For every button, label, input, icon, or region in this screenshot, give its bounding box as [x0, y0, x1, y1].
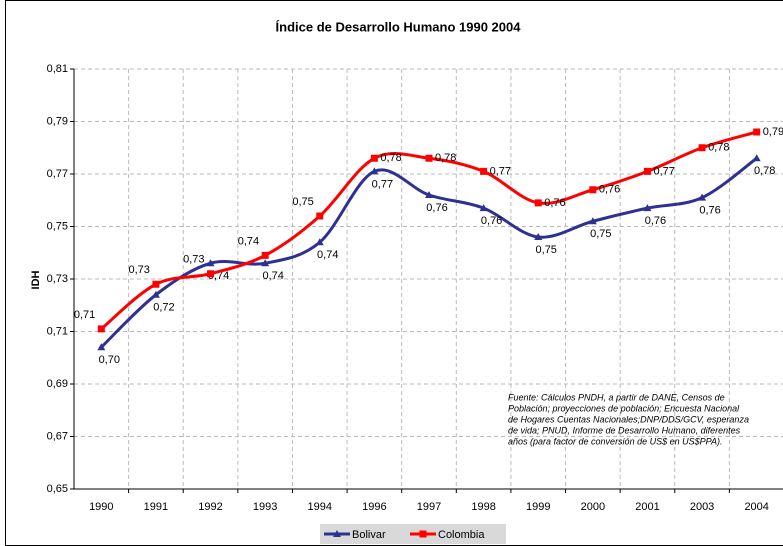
y-tick-label: 0,67: [47, 430, 68, 442]
marker: [589, 186, 597, 194]
x-tick-label: 2003: [690, 501, 714, 513]
marker: [588, 217, 597, 225]
marker: [479, 204, 488, 212]
data-label: 0,76: [645, 215, 666, 227]
marker: [698, 193, 707, 201]
data-label: 0,70: [99, 354, 120, 366]
x-tick-label: 2001: [635, 501, 659, 513]
chart-border: [5, 0, 783, 546]
marker: [643, 204, 652, 212]
y-tick-label: 0,81: [47, 63, 68, 75]
data-label: 0,73: [183, 254, 204, 266]
x-tick-label: 1996: [362, 501, 386, 513]
x-tick-label: 2000: [581, 501, 605, 513]
legend-marker: [333, 530, 341, 537]
x-tick-label: 1992: [198, 501, 222, 513]
data-label: 0,71: [74, 309, 95, 321]
marker: [534, 233, 543, 240]
x-tick-label: 1994: [308, 501, 332, 513]
marker: [152, 280, 160, 288]
y-tick-label: 0,73: [47, 273, 68, 285]
data-label: 0,74: [262, 270, 283, 282]
y-tick-label: 0,65: [47, 483, 68, 495]
legend-label: Colombia: [438, 529, 485, 541]
data-label: 0,75: [590, 228, 611, 240]
x-tick-label: 1991: [144, 501, 168, 513]
source-note: de Hogares Cuentas Nacionales;DNP/DDS/GC…: [508, 414, 749, 424]
marker: [698, 144, 706, 152]
data-label: 0,77: [490, 165, 511, 177]
y-tick-label: 0,75: [47, 220, 68, 232]
data-label: 0,73: [129, 264, 150, 276]
marker: [97, 325, 105, 333]
source-note: Fuente: Cálculos PNDH, a partir de DANE,…: [508, 392, 725, 402]
data-label: 0,76: [599, 184, 620, 196]
marker: [425, 191, 433, 198]
marker: [207, 270, 215, 278]
legend-label: Bolivar: [352, 529, 386, 541]
data-label: 0,79: [763, 126, 783, 138]
data-label: 0,78: [435, 152, 456, 164]
marker: [151, 290, 160, 298]
source-note: años (para factor de conversión de US$ e…: [508, 436, 722, 446]
data-label: 0,72: [153, 302, 174, 314]
x-tick-label: 1999: [526, 501, 550, 513]
data-label: 0,77: [653, 165, 674, 177]
marker: [480, 167, 488, 175]
data-label: 0,74: [317, 249, 338, 261]
data-label: 0,77: [372, 178, 393, 190]
y-axis-label: IDH: [30, 270, 42, 289]
data-label: 0,78: [380, 152, 401, 164]
chart-title: Índice de Desarrollo Humano 1990 2004: [276, 19, 522, 34]
data-label: 0,76: [699, 205, 720, 217]
x-tick-label: 1993: [253, 501, 277, 513]
x-tick-label: 1997: [417, 501, 441, 513]
marker: [425, 154, 433, 162]
marker: [316, 212, 324, 220]
x-tick-label: 2004: [744, 501, 768, 513]
marker: [206, 259, 215, 267]
y-tick-label: 0,79: [47, 115, 68, 127]
legend-marker: [419, 530, 427, 538]
x-tick-label: 1990: [89, 501, 113, 513]
marker: [370, 167, 379, 175]
legend: Bolivar Colombia: [320, 524, 506, 544]
data-label: 0,76: [544, 197, 565, 209]
x-tick-label: 1998: [471, 501, 495, 513]
marker: [752, 154, 761, 162]
data-label: 0,74: [238, 235, 259, 247]
data-label: 0,75: [292, 196, 313, 208]
data-label: 0,78: [708, 142, 729, 154]
source-note: de vida; PNUD, Informe de Desarrollo Hum…: [508, 425, 741, 435]
data-label: 0,76: [481, 215, 502, 227]
y-tick-label: 0,69: [47, 378, 68, 390]
marker: [370, 154, 378, 162]
marker: [753, 128, 761, 136]
marker: [315, 238, 324, 246]
data-label: 0,75: [536, 244, 557, 256]
marker: [97, 343, 106, 351]
data-label: 0,76: [426, 202, 447, 214]
source-note: Población; proyecciones de población; En…: [508, 403, 740, 413]
marker: [534, 199, 542, 207]
data-label: 0,78: [754, 165, 775, 177]
marker: [261, 251, 269, 259]
y-tick-label: 0,77: [47, 168, 68, 180]
y-tick-label: 0,71: [47, 325, 68, 337]
marker: [643, 167, 651, 175]
marker: [261, 259, 270, 267]
